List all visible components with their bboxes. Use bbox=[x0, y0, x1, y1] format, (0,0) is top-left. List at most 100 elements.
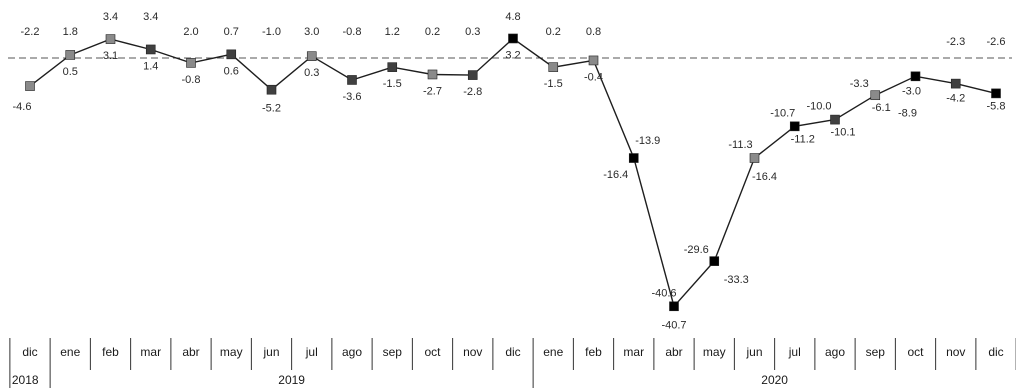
point-label-21: -6.1 bbox=[872, 102, 891, 114]
point-label-15: -16.4 bbox=[603, 169, 628, 181]
month-label-15: mar bbox=[623, 345, 644, 359]
point-label-0: -4.6 bbox=[13, 101, 32, 113]
data-point-3 bbox=[145, 44, 156, 55]
upper-label-21: -3.3 bbox=[850, 78, 869, 90]
month-label-12: dic bbox=[505, 345, 520, 359]
upper-label-23: -2.3 bbox=[946, 36, 965, 48]
point-label-20: -10.1 bbox=[830, 127, 855, 139]
data-point-23 bbox=[950, 78, 961, 89]
point-label-10: -2.7 bbox=[423, 85, 442, 97]
year-label-2019: 2019 bbox=[278, 373, 305, 387]
data-point-4 bbox=[186, 58, 196, 68]
data-point-2 bbox=[105, 34, 116, 44]
data-point-15 bbox=[628, 153, 639, 163]
data-point-14 bbox=[588, 55, 599, 66]
month-label-5: may bbox=[220, 345, 243, 359]
point-label-3: 1.4 bbox=[143, 60, 158, 72]
upper-label-2: 3.4 bbox=[103, 11, 118, 23]
data-point-17 bbox=[709, 256, 720, 266]
data-point-19 bbox=[789, 121, 800, 132]
month-label-2: feb bbox=[102, 345, 119, 359]
upper-label-5: 0.7 bbox=[224, 26, 239, 38]
upper-label-12: 4.8 bbox=[505, 11, 520, 23]
month-label-7: jul bbox=[305, 345, 318, 359]
upper-label-15: -13.9 bbox=[635, 135, 660, 147]
upper-label-24: -2.6 bbox=[987, 36, 1006, 48]
point-label-5: 0.6 bbox=[224, 65, 239, 77]
month-label-14: feb bbox=[585, 345, 602, 359]
point-label-22: -3.0 bbox=[902, 85, 921, 97]
month-label-13: ene bbox=[543, 345, 563, 359]
point-label-23: -4.2 bbox=[946, 93, 965, 105]
point-label-24: -5.8 bbox=[987, 100, 1006, 112]
data-point-22 bbox=[910, 71, 921, 82]
upper-label-3: 3.4 bbox=[143, 11, 158, 23]
data-point-8 bbox=[347, 75, 357, 85]
data-point-5 bbox=[226, 49, 237, 60]
data-point-10 bbox=[427, 69, 438, 80]
month-label-10: oct bbox=[424, 345, 441, 359]
year-label-2018: 2018 bbox=[12, 373, 39, 387]
point-label-11: -2.8 bbox=[463, 86, 482, 98]
point-label-1: 0.5 bbox=[63, 66, 78, 78]
data-point-20 bbox=[830, 114, 840, 125]
month-label-22: oct bbox=[907, 345, 924, 359]
point-label-18: -16.4 bbox=[752, 171, 777, 183]
month-label-21: sep bbox=[866, 345, 886, 359]
upper-label-22: -8.9 bbox=[898, 107, 917, 119]
point-label-8: -3.6 bbox=[343, 91, 362, 103]
data-point-18 bbox=[749, 153, 760, 163]
point-label-14: -0.4 bbox=[584, 71, 603, 83]
data-point-7 bbox=[306, 51, 317, 61]
upper-label-6: -1.0 bbox=[262, 26, 281, 38]
upper-label-19: -10.7 bbox=[770, 107, 795, 119]
month-label-1: ene bbox=[60, 345, 80, 359]
upper-label-13: 0.2 bbox=[546, 26, 561, 38]
month-label-20: ago bbox=[825, 345, 845, 359]
data-point-1 bbox=[65, 50, 76, 60]
point-label-13: -1.5 bbox=[544, 78, 563, 90]
month-label-24: dic bbox=[988, 345, 1003, 359]
upper-label-0: -2.2 bbox=[21, 26, 40, 38]
point-label-4: -0.8 bbox=[182, 74, 201, 86]
month-label-3: mar bbox=[140, 345, 161, 359]
data-point-9 bbox=[387, 62, 398, 72]
month-label-8: ago bbox=[342, 345, 362, 359]
upper-label-11: 0.3 bbox=[465, 26, 480, 38]
upper-label-17: -29.6 bbox=[684, 244, 709, 256]
point-label-12: 3.2 bbox=[505, 49, 520, 61]
upper-label-20: -10.0 bbox=[806, 101, 831, 113]
data-point-0 bbox=[25, 81, 35, 91]
point-label-19: -11.2 bbox=[791, 133, 815, 145]
data-point-24 bbox=[991, 88, 1001, 99]
month-label-23: nov bbox=[946, 345, 965, 359]
point-label-7: 0.3 bbox=[304, 67, 319, 79]
upper-label-7: 3.0 bbox=[304, 26, 319, 38]
month-label-6: jun bbox=[262, 345, 279, 359]
upper-label-9: 1.2 bbox=[385, 26, 400, 38]
data-point-11 bbox=[467, 70, 478, 80]
point-label-16: -40.7 bbox=[661, 319, 686, 331]
month-label-18: jun bbox=[745, 345, 762, 359]
upper-label-8: -0.8 bbox=[343, 26, 362, 38]
point-label-9: -1.5 bbox=[383, 78, 402, 90]
month-label-19: jul bbox=[788, 345, 801, 359]
upper-label-18: -11.3 bbox=[728, 139, 752, 151]
month-label-11: nov bbox=[463, 345, 482, 359]
data-point-21 bbox=[870, 90, 881, 101]
data-point-12 bbox=[508, 33, 518, 44]
month-label-9: sep bbox=[383, 345, 403, 359]
point-label-2: 3.1 bbox=[103, 50, 118, 62]
point-label-17: -33.3 bbox=[724, 274, 749, 286]
upper-label-4: 2.0 bbox=[183, 26, 198, 38]
point-label-6: -5.2 bbox=[262, 103, 281, 115]
data-point-6 bbox=[266, 84, 277, 95]
data-point-16 bbox=[669, 301, 679, 312]
upper-label-16: -40.6 bbox=[651, 287, 676, 299]
year-label-2020: 2020 bbox=[761, 373, 788, 387]
upper-label-1: 1.8 bbox=[63, 26, 78, 38]
data-point-13 bbox=[548, 62, 559, 72]
upper-label-14: 0.8 bbox=[586, 26, 601, 38]
month-label-17: may bbox=[703, 345, 726, 359]
